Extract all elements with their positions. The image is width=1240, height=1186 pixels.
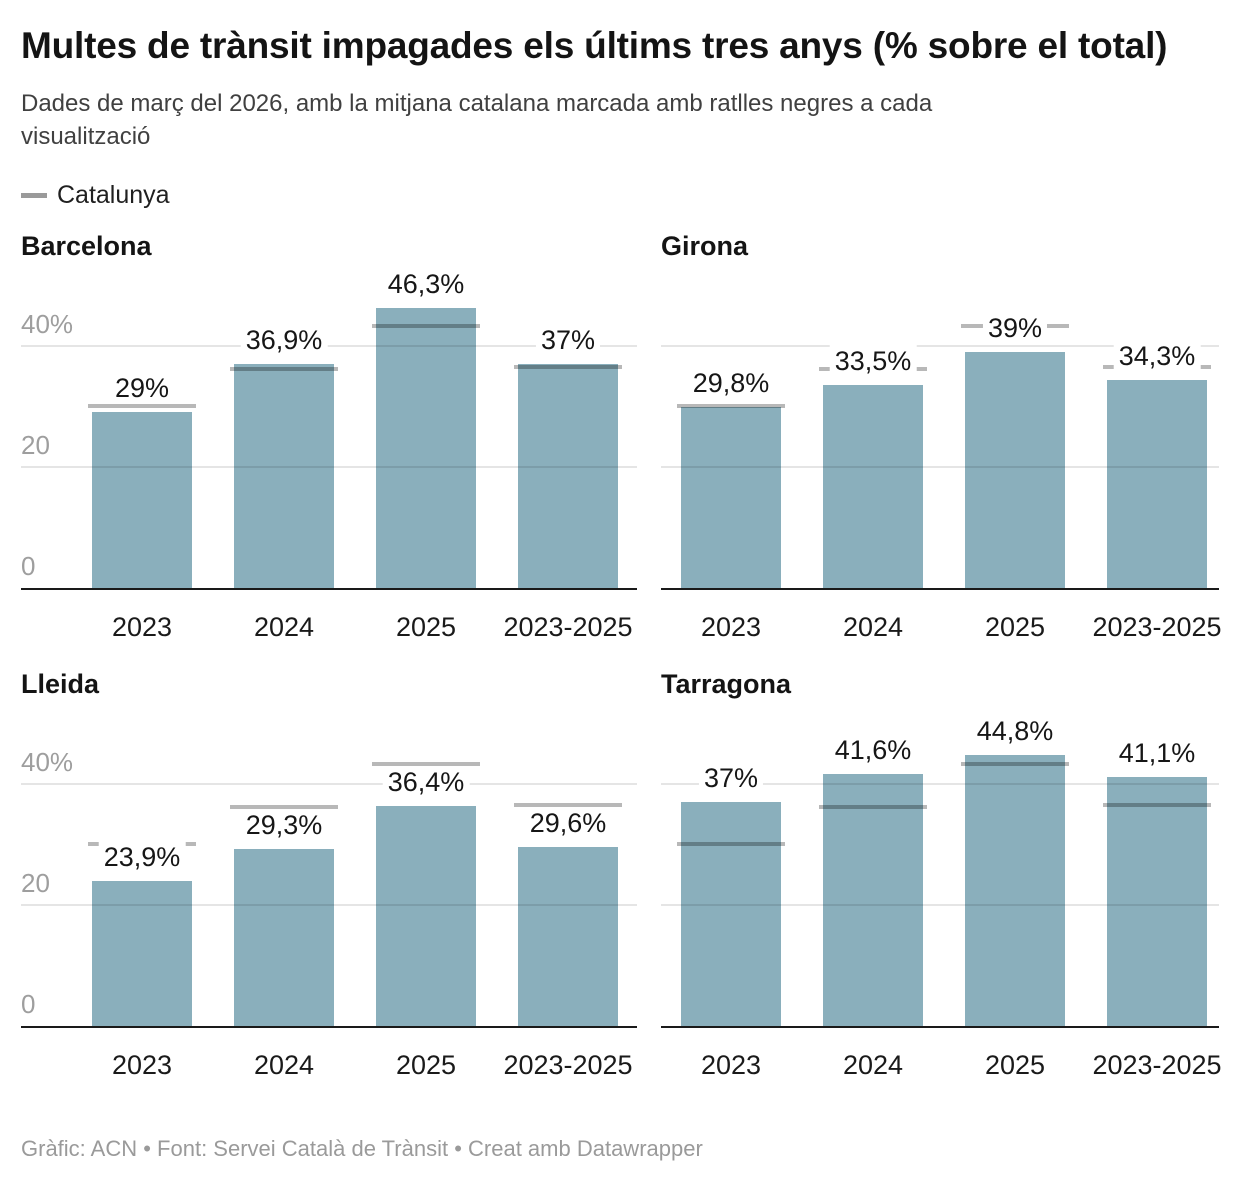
bar-2025 — [965, 351, 1065, 589]
reference-line-legend-icon — [21, 192, 47, 198]
y-tick-label: 20 — [21, 867, 50, 898]
plot-area-tarragona: 37% 41,6% 44,8% 41,1% — [661, 714, 1219, 1029]
bar-2024 — [234, 364, 334, 589]
bar-2025 — [376, 307, 476, 589]
y-tick-label: 40% — [21, 308, 74, 339]
gridline-40 — [21, 782, 637, 785]
x-tick-label: 2024 — [253, 612, 315, 643]
x-tick-label: 2024 — [253, 1050, 315, 1081]
x-tick-label: 2025 — [395, 1050, 457, 1081]
panel-title: Girona — [661, 231, 749, 262]
bar-2023-2025 — [1107, 380, 1207, 589]
value-label: 33,5% — [829, 345, 917, 378]
y-tick-label: 40% — [21, 746, 74, 777]
x-axis-barcelona: 2023 2024 2025 2023-2025 — [21, 590, 637, 646]
legend: Catalunya — [21, 180, 1219, 210]
chart-subtitle: Dades de març del 2026, amb la mitjana c… — [21, 89, 933, 151]
panel-title: Tarragona — [661, 669, 792, 700]
bar-2023 — [681, 801, 781, 1027]
bar-2023 — [92, 412, 192, 589]
value-label: 29,3% — [240, 808, 328, 841]
value-label: 46,3% — [382, 267, 470, 300]
value-label: 29,6% — [524, 806, 612, 839]
x-tick-label: 2023-2025 — [1092, 612, 1222, 643]
panel-tarragona: Tarragona 37% 41,6% 44,8% 41,1% 2023 2024 2025 2… — [661, 668, 1222, 1084]
x-tick-label: 2025 — [984, 612, 1046, 643]
bar-2025 — [965, 754, 1065, 1027]
plot-area-lleida: 40% 20 0 23,9% 29,3% 36,4% 29,6% — [21, 714, 637, 1029]
chart-container: Multes de trànsit impagades els últims t… — [21, 25, 1222, 1084]
legend-label: Catalunya — [57, 180, 170, 209]
reference-line-catalunya — [819, 804, 927, 809]
panel-lleida: Lleida 40% 20 0 23,9% 29,3% 36,4% 29,6% 2023 2024… — [21, 668, 637, 1084]
value-label: 41,6% — [829, 734, 917, 766]
bar-2023 — [92, 881, 192, 1027]
y-tick-label: 0 — [21, 551, 36, 582]
x-tick-label: 2023 — [111, 1050, 173, 1081]
bar-2024 — [823, 385, 923, 589]
reference-line-catalunya — [372, 762, 480, 767]
gridline-20 — [21, 903, 637, 906]
reference-line-catalunya — [230, 804, 338, 809]
x-tick-label: 2023-2025 — [1092, 1050, 1222, 1081]
panel-barcelona: Barcelona 40% 20 0 29% 36,9% 46,3% 37% 2023 2024 2… — [21, 230, 637, 646]
bar-2023-2025 — [1107, 777, 1207, 1027]
reference-line-catalunya — [372, 324, 480, 329]
gridline-20 — [661, 465, 1219, 468]
x-tick-label: 2024 — [842, 612, 904, 643]
value-label: 37% — [698, 761, 764, 794]
plot-area-girona: 29,8% 33,5% 39% 34,3% — [661, 276, 1219, 591]
y-tick-label: 0 — [21, 989, 36, 1020]
reference-line-catalunya — [677, 404, 785, 409]
value-label: 41,1% — [1113, 737, 1201, 770]
plot-area-barcelona: 40% 20 0 29% 36,9% 46,3% 37% — [21, 267, 637, 591]
bar-2025 — [376, 805, 476, 1027]
small-multiples-grid: Barcelona 40% 20 0 29% 36,9% 46,3% 37% 2023 2024 2… — [21, 230, 1222, 1084]
value-label: 44,8% — [971, 714, 1059, 747]
reference-line-catalunya — [1103, 802, 1211, 807]
bar-2024 — [234, 848, 334, 1027]
bar-2023-2025 — [518, 363, 618, 589]
reference-line-catalunya — [88, 404, 196, 409]
y-tick-label: 20 — [21, 429, 50, 460]
value-label: 29,8% — [687, 367, 775, 400]
x-tick-label: 2025 — [395, 612, 457, 643]
reference-line-catalunya — [514, 364, 622, 369]
x-axis-tarragona: 2023 2024 2025 2023-2025 — [661, 1028, 1222, 1084]
panel-title: Barcelona — [21, 231, 152, 262]
x-tick-label: 2023 — [700, 1050, 762, 1081]
panel-title: Lleida — [21, 669, 100, 700]
value-label: 39% — [982, 311, 1048, 344]
gridline-20 — [21, 465, 637, 468]
value-label: 29% — [109, 372, 175, 405]
panel-girona: Girona 29,8% 33,5% 39% 34,3% 2023 2024 2025 2023… — [661, 230, 1222, 646]
x-tick-label: 2023-2025 — [503, 612, 633, 643]
gridline-40 — [21, 344, 637, 347]
value-label: 34,3% — [1113, 340, 1201, 373]
reference-line-catalunya — [961, 762, 1069, 767]
gridline-40 — [661, 782, 1219, 785]
x-axis-lleida: 2023 2024 2025 2023-2025 — [21, 1028, 637, 1084]
bar-2023 — [681, 407, 781, 589]
value-label: 36,9% — [240, 324, 328, 357]
x-tick-label: 2025 — [984, 1050, 1046, 1081]
x-axis-girona: 2023 2024 2025 2023-2025 — [661, 590, 1222, 646]
chart-title: Multes de trànsit impagades els últims t… — [21, 25, 1168, 66]
gridline-40 — [661, 344, 1219, 347]
value-label: 37% — [535, 323, 601, 356]
chart-footer: Gràfic: ACN • Font: Servei Català de Trà… — [21, 1136, 703, 1161]
x-tick-label: 2023-2025 — [503, 1050, 633, 1081]
x-tick-label: 2024 — [842, 1050, 904, 1081]
reference-line-catalunya — [677, 842, 785, 847]
bar-2023-2025 — [518, 846, 618, 1027]
x-tick-label: 2023 — [111, 612, 173, 643]
value-label: 23,9% — [98, 841, 186, 874]
reference-line-catalunya — [514, 802, 622, 807]
bar-2024 — [823, 774, 923, 1027]
x-tick-label: 2023 — [700, 612, 762, 643]
reference-line-catalunya — [230, 366, 338, 371]
gridline-20 — [661, 903, 1219, 906]
value-label: 36,4% — [382, 765, 470, 798]
